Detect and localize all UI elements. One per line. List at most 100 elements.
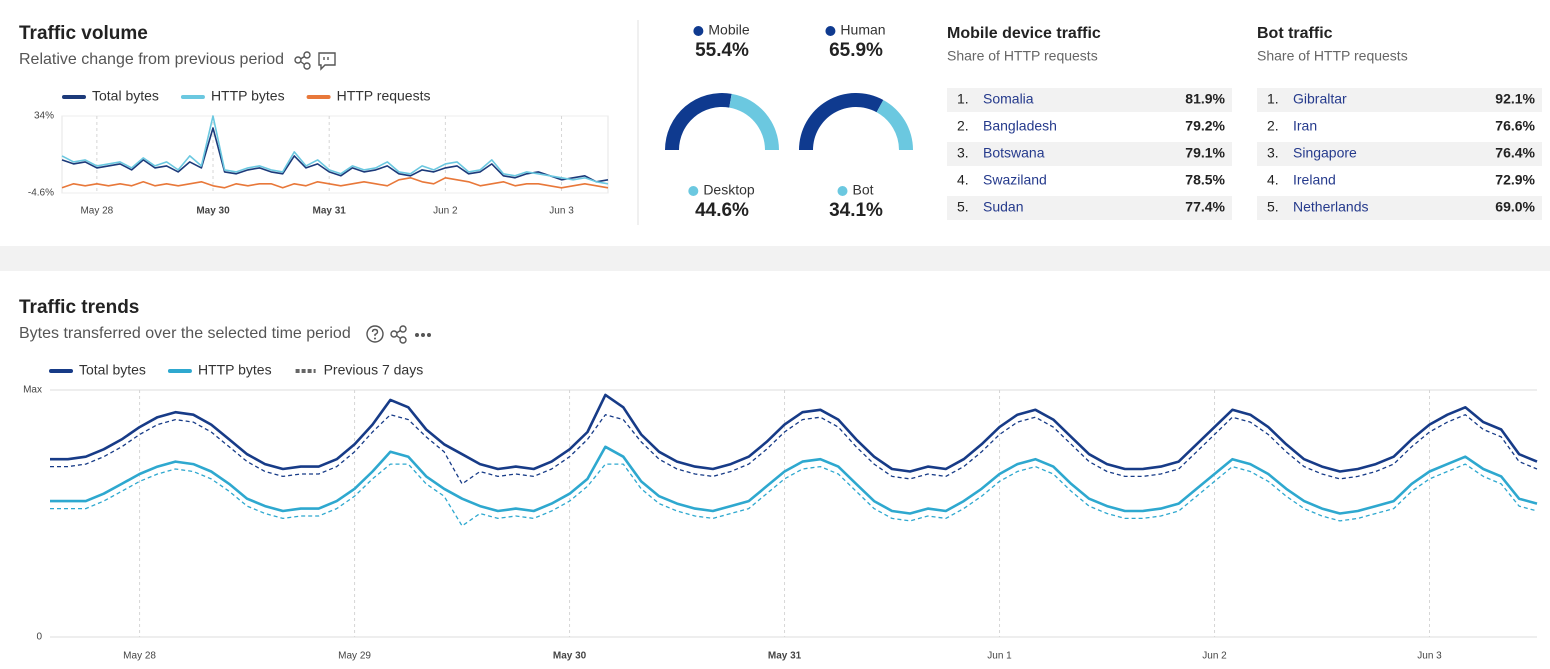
x-tick-label: Jun 1 [987, 651, 1012, 662]
gauge-segment [665, 93, 732, 150]
panel-title: Traffic volume [19, 23, 148, 44]
icon-part [374, 337, 376, 340]
gauge-dot [688, 186, 699, 196]
rank: 4. [1267, 172, 1279, 188]
gauge-label: Mobile [708, 22, 749, 38]
share: 72.9% [1495, 172, 1535, 188]
icon-part [303, 62, 311, 70]
row-background [1257, 142, 1542, 166]
gauge-value: 55.4% [695, 40, 749, 61]
icon-part [318, 52, 336, 71]
x-tick-label: Jun 3 [549, 206, 574, 217]
help-icon[interactable] [366, 325, 384, 343]
rank: 3. [1267, 145, 1279, 161]
line-series [50, 463, 1538, 527]
country: Gibraltar [1293, 91, 1347, 107]
table-subtitle: Share of HTTP requests [1257, 48, 1408, 64]
icon-part [399, 336, 407, 344]
line-series [61, 127, 609, 183]
rank: 2. [1267, 118, 1279, 134]
gauge-label: Human [840, 22, 885, 38]
legend-label: HTTP bytes [198, 362, 272, 378]
more-icon[interactable] [415, 333, 431, 337]
x-tick-label: May 29 [338, 651, 371, 662]
icon-part [323, 57, 329, 60]
panel-title: Traffic trends [19, 297, 139, 318]
share: 92.1% [1495, 91, 1535, 107]
x-tick-label: May 30 [553, 651, 587, 662]
gauge-dot [837, 186, 848, 196]
country: Netherlands [1293, 199, 1369, 215]
icon-part [303, 51, 311, 59]
legend-label: HTTP bytes [211, 88, 285, 104]
rank: 4. [957, 172, 969, 188]
row-background [1257, 88, 1542, 112]
icon-part [294, 56, 302, 64]
country: Swaziland [983, 172, 1047, 188]
gauge-value: 34.1% [829, 200, 883, 221]
share: 78.5% [1185, 172, 1225, 188]
icon-part [399, 325, 407, 333]
icon-part [396, 329, 401, 340]
country: Somalia [983, 91, 1034, 107]
x-tick-label: Jun 2 [1202, 651, 1227, 662]
line-series [50, 393, 1538, 473]
line-series [50, 445, 1538, 515]
y-tick-label: Max [23, 385, 42, 396]
y-tick-label: 34% [34, 111, 54, 122]
row-background [1257, 196, 1542, 220]
x-tick-label: May 31 [313, 206, 347, 217]
table-title: Bot traffic [1257, 25, 1333, 42]
gauge-segment [799, 92, 884, 150]
legend-label: Total bytes [92, 88, 159, 104]
line-series [61, 177, 609, 189]
gauge-label: Bot [852, 182, 873, 198]
x-tick-label: May 30 [196, 206, 230, 217]
country: Singapore [1293, 145, 1357, 161]
rank: 3. [957, 145, 969, 161]
y-tick-label: 0 [36, 632, 42, 643]
rank: 5. [957, 199, 969, 215]
gauge-segment [876, 99, 913, 150]
table-subtitle: Share of HTTP requests [947, 48, 1098, 64]
icon-part [366, 325, 384, 343]
country: Bangladesh [983, 118, 1057, 134]
row-background [947, 196, 1232, 220]
country: Iran [1293, 118, 1317, 134]
line-series [61, 115, 609, 185]
legend-label: HTTP requests [337, 88, 431, 104]
icon-part [415, 333, 419, 337]
share: 69.0% [1495, 199, 1535, 215]
row-background [947, 142, 1232, 166]
rank: 1. [1267, 91, 1279, 107]
icon-part [371, 328, 379, 336]
panel-subtitle: Relative change from previous period [19, 51, 284, 68]
row-background [947, 88, 1232, 112]
share: 77.4% [1185, 199, 1225, 215]
legend-label: Total bytes [79, 362, 146, 378]
country: Ireland [1293, 172, 1336, 188]
legend-label: Previous 7 days [324, 362, 424, 378]
share: 79.1% [1185, 145, 1225, 161]
country: Botswana [983, 145, 1045, 161]
gauge-segment [729, 93, 779, 150]
share-icon[interactable] [390, 325, 407, 344]
country: Sudan [983, 199, 1023, 215]
share-icon[interactable] [294, 51, 311, 70]
panel-subtitle: Bytes transferred over the selected time… [19, 325, 351, 342]
x-tick-label: May 31 [768, 651, 802, 662]
share: 81.9% [1185, 91, 1225, 107]
gauge-dot [693, 26, 704, 36]
gauge-value: 65.9% [829, 40, 883, 61]
x-tick-label: Jun 3 [1417, 651, 1442, 662]
rank: 5. [1267, 199, 1279, 215]
share: 76.4% [1495, 145, 1535, 161]
comment-icon[interactable] [318, 52, 336, 71]
rank: 1. [957, 91, 969, 107]
table-title: Mobile device traffic [947, 25, 1101, 42]
icon-part [390, 330, 398, 338]
gauge-dot [825, 26, 836, 36]
x-tick-label: May 28 [123, 651, 156, 662]
icon-part [300, 55, 305, 66]
